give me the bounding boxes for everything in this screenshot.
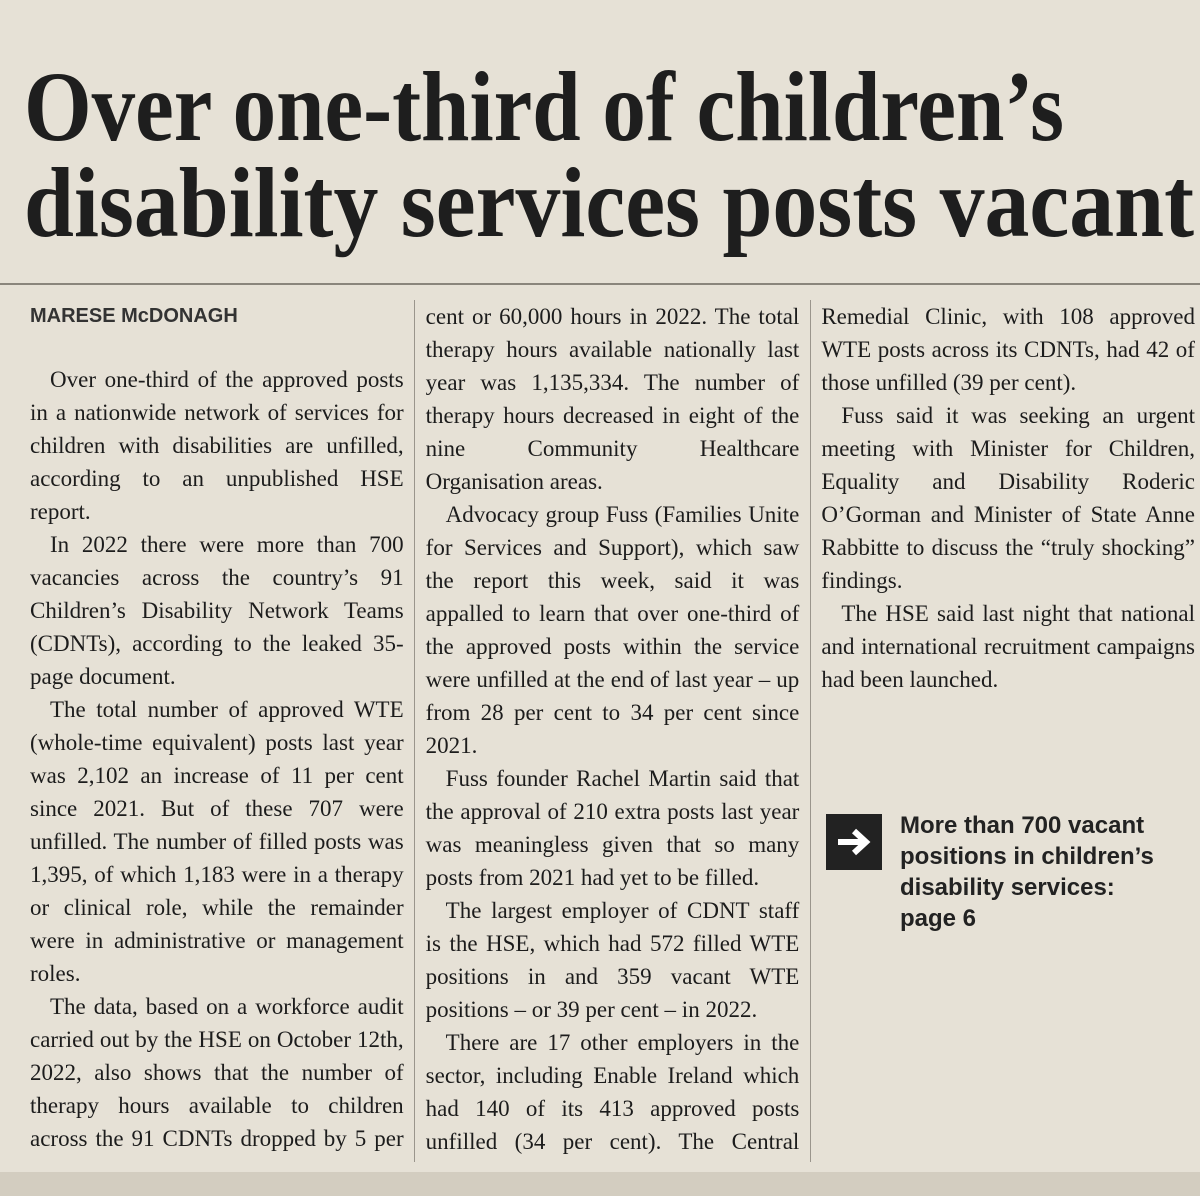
paragraph: The largest employer of CDNT staff is th… (425, 898, 800, 1022)
headline-line: disability services posts vacant (24, 147, 1194, 258)
headline-line: Over one-third of children’s (24, 51, 1064, 162)
byline: MARESE McDONAGH (30, 305, 238, 327)
refer-box: More than 700 vacant positions in childr… (822, 808, 1182, 1168)
paragraph: Fuss said it was seeking an urgent meeti… (821, 403, 1195, 593)
paragraph: The total number of approved WTE (whole-… (30, 697, 404, 986)
paragraph: In 2022 there were more than 700 vacanci… (30, 532, 404, 689)
paragraph: The data, based on a workforce audit car… (30, 304, 800, 1151)
refer-text: More than 700 vacant positions in childr… (900, 812, 1154, 932)
paragraph: The HSE said last night that national an… (821, 601, 1195, 692)
arrow-icon (826, 814, 882, 870)
paragraph: Fuss founder Rachel Martin said that the… (425, 766, 800, 890)
paragraph: Advocacy group Fuss (Families Unite for … (425, 502, 800, 758)
page-edge (0, 1172, 1200, 1196)
article-body: MARESE McDONAGH Over one-third of the ap… (30, 300, 1195, 1162)
paragraph: There are 17 other employers in the sect… (425, 304, 1195, 1154)
rule (0, 283, 1200, 285)
paragraph: Over one-third of the approved posts in … (30, 367, 404, 524)
headline: Over one-third of children’s disability … (24, 51, 1194, 258)
